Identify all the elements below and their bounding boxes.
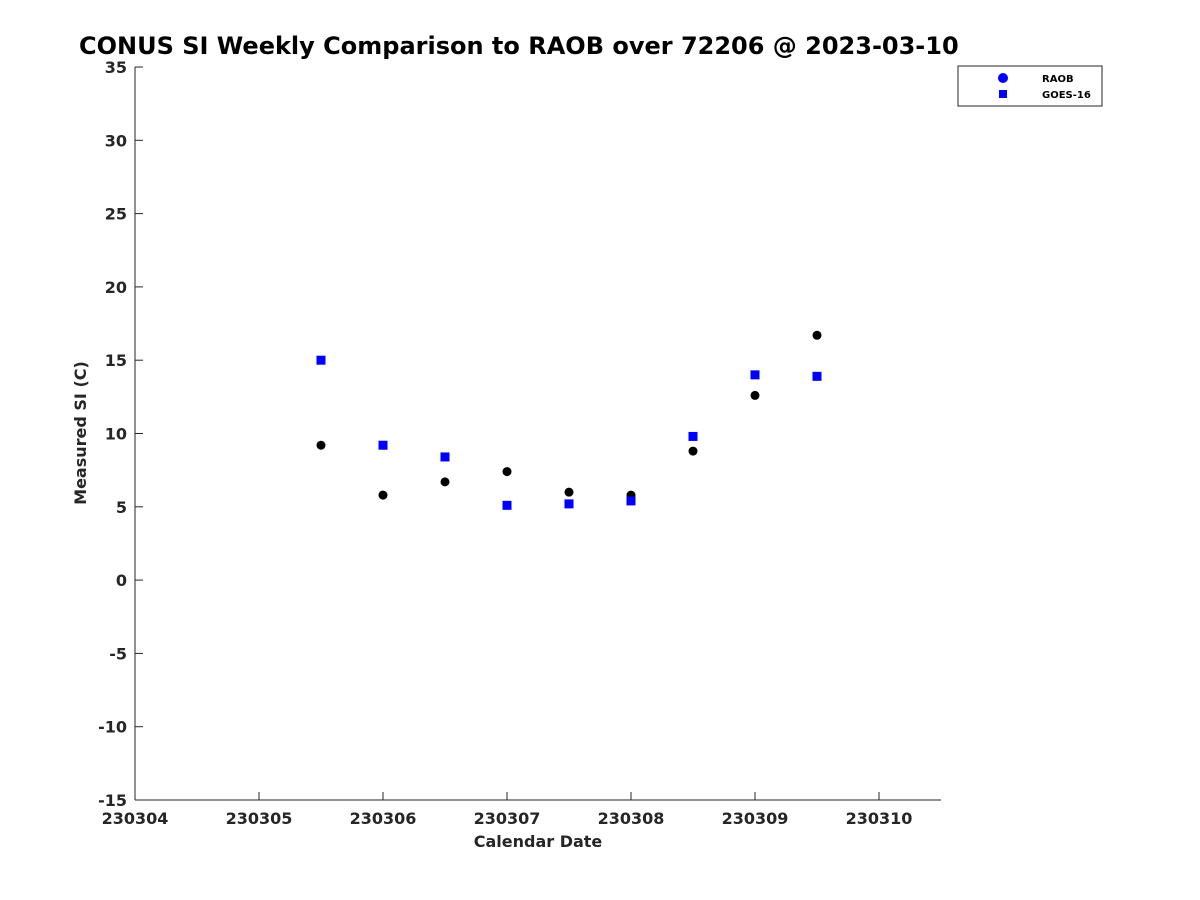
data-marks (316, 330, 822, 510)
y-tick-label: -5 (109, 644, 127, 663)
x-tick-label: 230310 (846, 809, 913, 828)
y-tick-label: 25 (105, 205, 127, 224)
y-tick-label: 30 (105, 131, 127, 150)
goes16-point (812, 371, 822, 381)
axes: 230304 230305 230306 230307 230308 230309 2303… (98, 58, 941, 828)
y-tick-label: 15 (105, 351, 127, 370)
x-tick-label: 230309 (722, 809, 789, 828)
y-tick-label: -10 (98, 718, 127, 737)
x-tick-label: 230308 (598, 809, 665, 828)
y-tick-label: 5 (116, 498, 127, 517)
goes16-point (378, 440, 388, 450)
legend-label: RAOB (1042, 74, 1074, 85)
raob-point (812, 330, 822, 340)
y-tick-label: 10 (105, 425, 127, 444)
x-tick-label: 230306 (350, 809, 417, 828)
y-tick-label: -15 (98, 791, 127, 810)
raob-point (564, 487, 574, 497)
goes16-point (750, 370, 760, 380)
goes16-point (316, 355, 326, 365)
goes16-point (440, 452, 450, 462)
x-axis-label: Calendar Date (474, 832, 603, 851)
raob-point (750, 390, 760, 400)
legend-box (957, 65, 1103, 107)
raob-point (688, 446, 698, 456)
raob-point (440, 477, 450, 487)
raob-point (316, 440, 326, 450)
legend-label: GOES-16 (1042, 90, 1091, 101)
legend-marker-goes16 (999, 90, 1007, 98)
y-axis-label: Measured SI (C) (71, 361, 90, 505)
x-tick-label: 230305 (226, 809, 293, 828)
raob-point (502, 467, 512, 477)
raob-point (378, 490, 388, 500)
legend-marker-raob (998, 73, 1008, 83)
x-tick-label: 230307 (474, 809, 541, 828)
goes16-point (502, 500, 512, 510)
goes16-point (688, 431, 698, 441)
chart-title: CONUS SI Weekly Comparison to RAOB over … (79, 32, 959, 60)
goes16-point (626, 496, 636, 506)
x-tick-label: 230304 (102, 809, 169, 828)
goes16-point (564, 499, 574, 509)
y-tick-label: 20 (105, 278, 127, 297)
y-tick-label: 35 (105, 58, 127, 77)
legend: RAOB GOES-16 (957, 65, 1103, 107)
y-tick-label: 0 (116, 571, 127, 590)
